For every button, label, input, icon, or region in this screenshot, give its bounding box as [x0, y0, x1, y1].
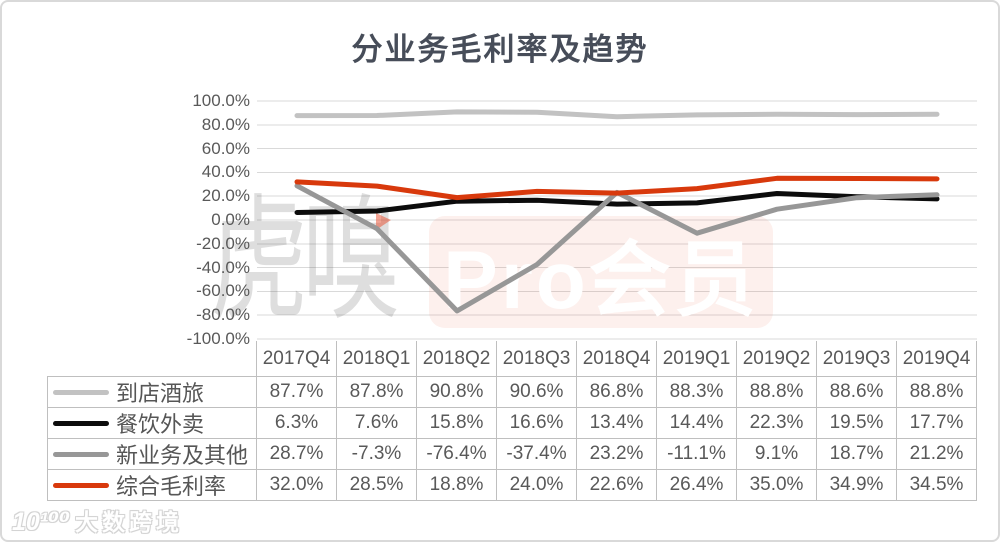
- table-value-cell: 90.6%: [497, 377, 577, 408]
- table-value-cell: 34.5%: [897, 470, 977, 501]
- table-value-cell: 26.4%: [657, 470, 737, 501]
- table-header-cell: 2019Q3: [817, 341, 897, 377]
- watermark-pro-badge: Pro会员: [429, 216, 773, 328]
- y-axis-tick-label: -40.0%: [196, 257, 250, 277]
- table-value-cell: 16.6%: [497, 408, 577, 439]
- watermark-logo-triangle-icon: [376, 213, 391, 230]
- table-value-cell: 35.0%: [737, 470, 817, 501]
- table-value-cell: 15.8%: [417, 408, 497, 439]
- legend-swatch: [53, 389, 109, 395]
- table-value-cell: 88.6%: [817, 377, 897, 408]
- table-value-cell: -7.3%: [337, 439, 417, 470]
- legend-cell: 到店酒旅: [47, 377, 257, 408]
- legend-swatch: [53, 451, 109, 457]
- legend-cell: 餐饮外卖: [47, 408, 257, 439]
- series-line-到店酒旅: [294, 109, 940, 120]
- table-value-cell: 18.7%: [817, 439, 897, 470]
- table-value-cell: 32.0%: [257, 470, 337, 501]
- table-value-cell: 88.3%: [657, 377, 737, 408]
- table-header-cell: 2019Q2: [737, 341, 817, 377]
- table-value-cell: 90.8%: [417, 377, 497, 408]
- table-value-cell: 7.6%: [337, 408, 417, 439]
- legend-swatch: [53, 420, 109, 426]
- legend-label: 新业务及其他: [116, 443, 249, 468]
- table-header-cell: 2018Q2: [417, 341, 497, 377]
- table-value-cell: 21.2%: [897, 439, 977, 470]
- chart-title: 分业务毛利率及趋势: [351, 32, 649, 67]
- table-value-cell: 23.2%: [577, 439, 657, 470]
- table-value-cell: -76.4%: [417, 439, 497, 470]
- y-axis-tick-label: 40.0%: [201, 162, 250, 182]
- legend-swatch: [53, 482, 109, 488]
- table-value-cell: 17.7%: [897, 408, 977, 439]
- y-axis-tick-label: -100.0%: [186, 329, 250, 348]
- table-header-cell: 2018Q1: [337, 341, 417, 377]
- table-header-cell: 2018Q3: [497, 341, 577, 377]
- table-value-cell: 87.7%: [257, 377, 337, 408]
- brand-logo-icon: 10¹⁰⁰: [12, 508, 71, 536]
- legend-cell: 综合毛利率: [47, 470, 257, 501]
- y-axis-tick-label: -20.0%: [196, 233, 250, 253]
- table-value-cell: 22.6%: [577, 470, 657, 501]
- y-axis-tick-label: 80.0%: [201, 114, 250, 134]
- table-value-cell: 24.0%: [497, 470, 577, 501]
- table-value-cell: 18.8%: [417, 470, 497, 501]
- table-corner-cell: [47, 341, 257, 377]
- table-value-cell: 34.9%: [817, 470, 897, 501]
- y-axis-tick-label: 0.0%: [211, 210, 250, 229]
- table-value-cell: 87.8%: [337, 377, 417, 408]
- table-header-cell: 2019Q4: [897, 341, 977, 377]
- table-value-cell: 88.8%: [737, 377, 817, 408]
- table-value-cell: 19.5%: [817, 408, 897, 439]
- table-value-cell: 28.5%: [337, 470, 417, 501]
- table-value-cell: 9.1%: [737, 439, 817, 470]
- table-value-cell: 22.3%: [737, 408, 817, 439]
- y-axis-tick-label: -60.0%: [196, 281, 250, 301]
- y-axis-tick-label: 60.0%: [201, 138, 250, 158]
- table-value-cell: -11.1%: [657, 439, 737, 470]
- watermark-pro-badge-text: Pro会员: [443, 234, 759, 326]
- legend-cell: 新业务及其他: [47, 439, 257, 470]
- table-header-cell: 2017Q4: [257, 341, 337, 377]
- table-value-cell: 88.8%: [897, 377, 977, 408]
- table-value-cell: 28.7%: [257, 439, 337, 470]
- brand-name: 大数跨境: [75, 509, 184, 535]
- table-value-cell: 14.4%: [657, 408, 737, 439]
- table-value-cell: 13.4%: [577, 408, 657, 439]
- y-axis-tick-label: -80.0%: [196, 305, 250, 325]
- table-value-cell: 6.3%: [257, 408, 337, 439]
- table-value-cell: 86.8%: [577, 377, 657, 408]
- y-axis-tick-label: 20.0%: [201, 186, 250, 206]
- legend-label: 综合毛利率: [116, 474, 227, 499]
- legend-label: 餐饮外卖: [116, 412, 205, 437]
- brand-watermark: 10¹⁰⁰ 大数跨境: [12, 503, 183, 537]
- data-table: 2017Q4 2018Q1 2018Q2 2018Q3 2018Q4 2019Q1 2019…: [47, 341, 977, 501]
- table-header-cell: 2018Q4: [577, 341, 657, 377]
- legend-label: 到店酒旅: [116, 381, 205, 406]
- table-value-cell: -37.4%: [497, 439, 577, 470]
- table-header-cell: 2019Q1: [657, 341, 737, 377]
- y-axis-tick-label: 100.0%: [192, 91, 250, 110]
